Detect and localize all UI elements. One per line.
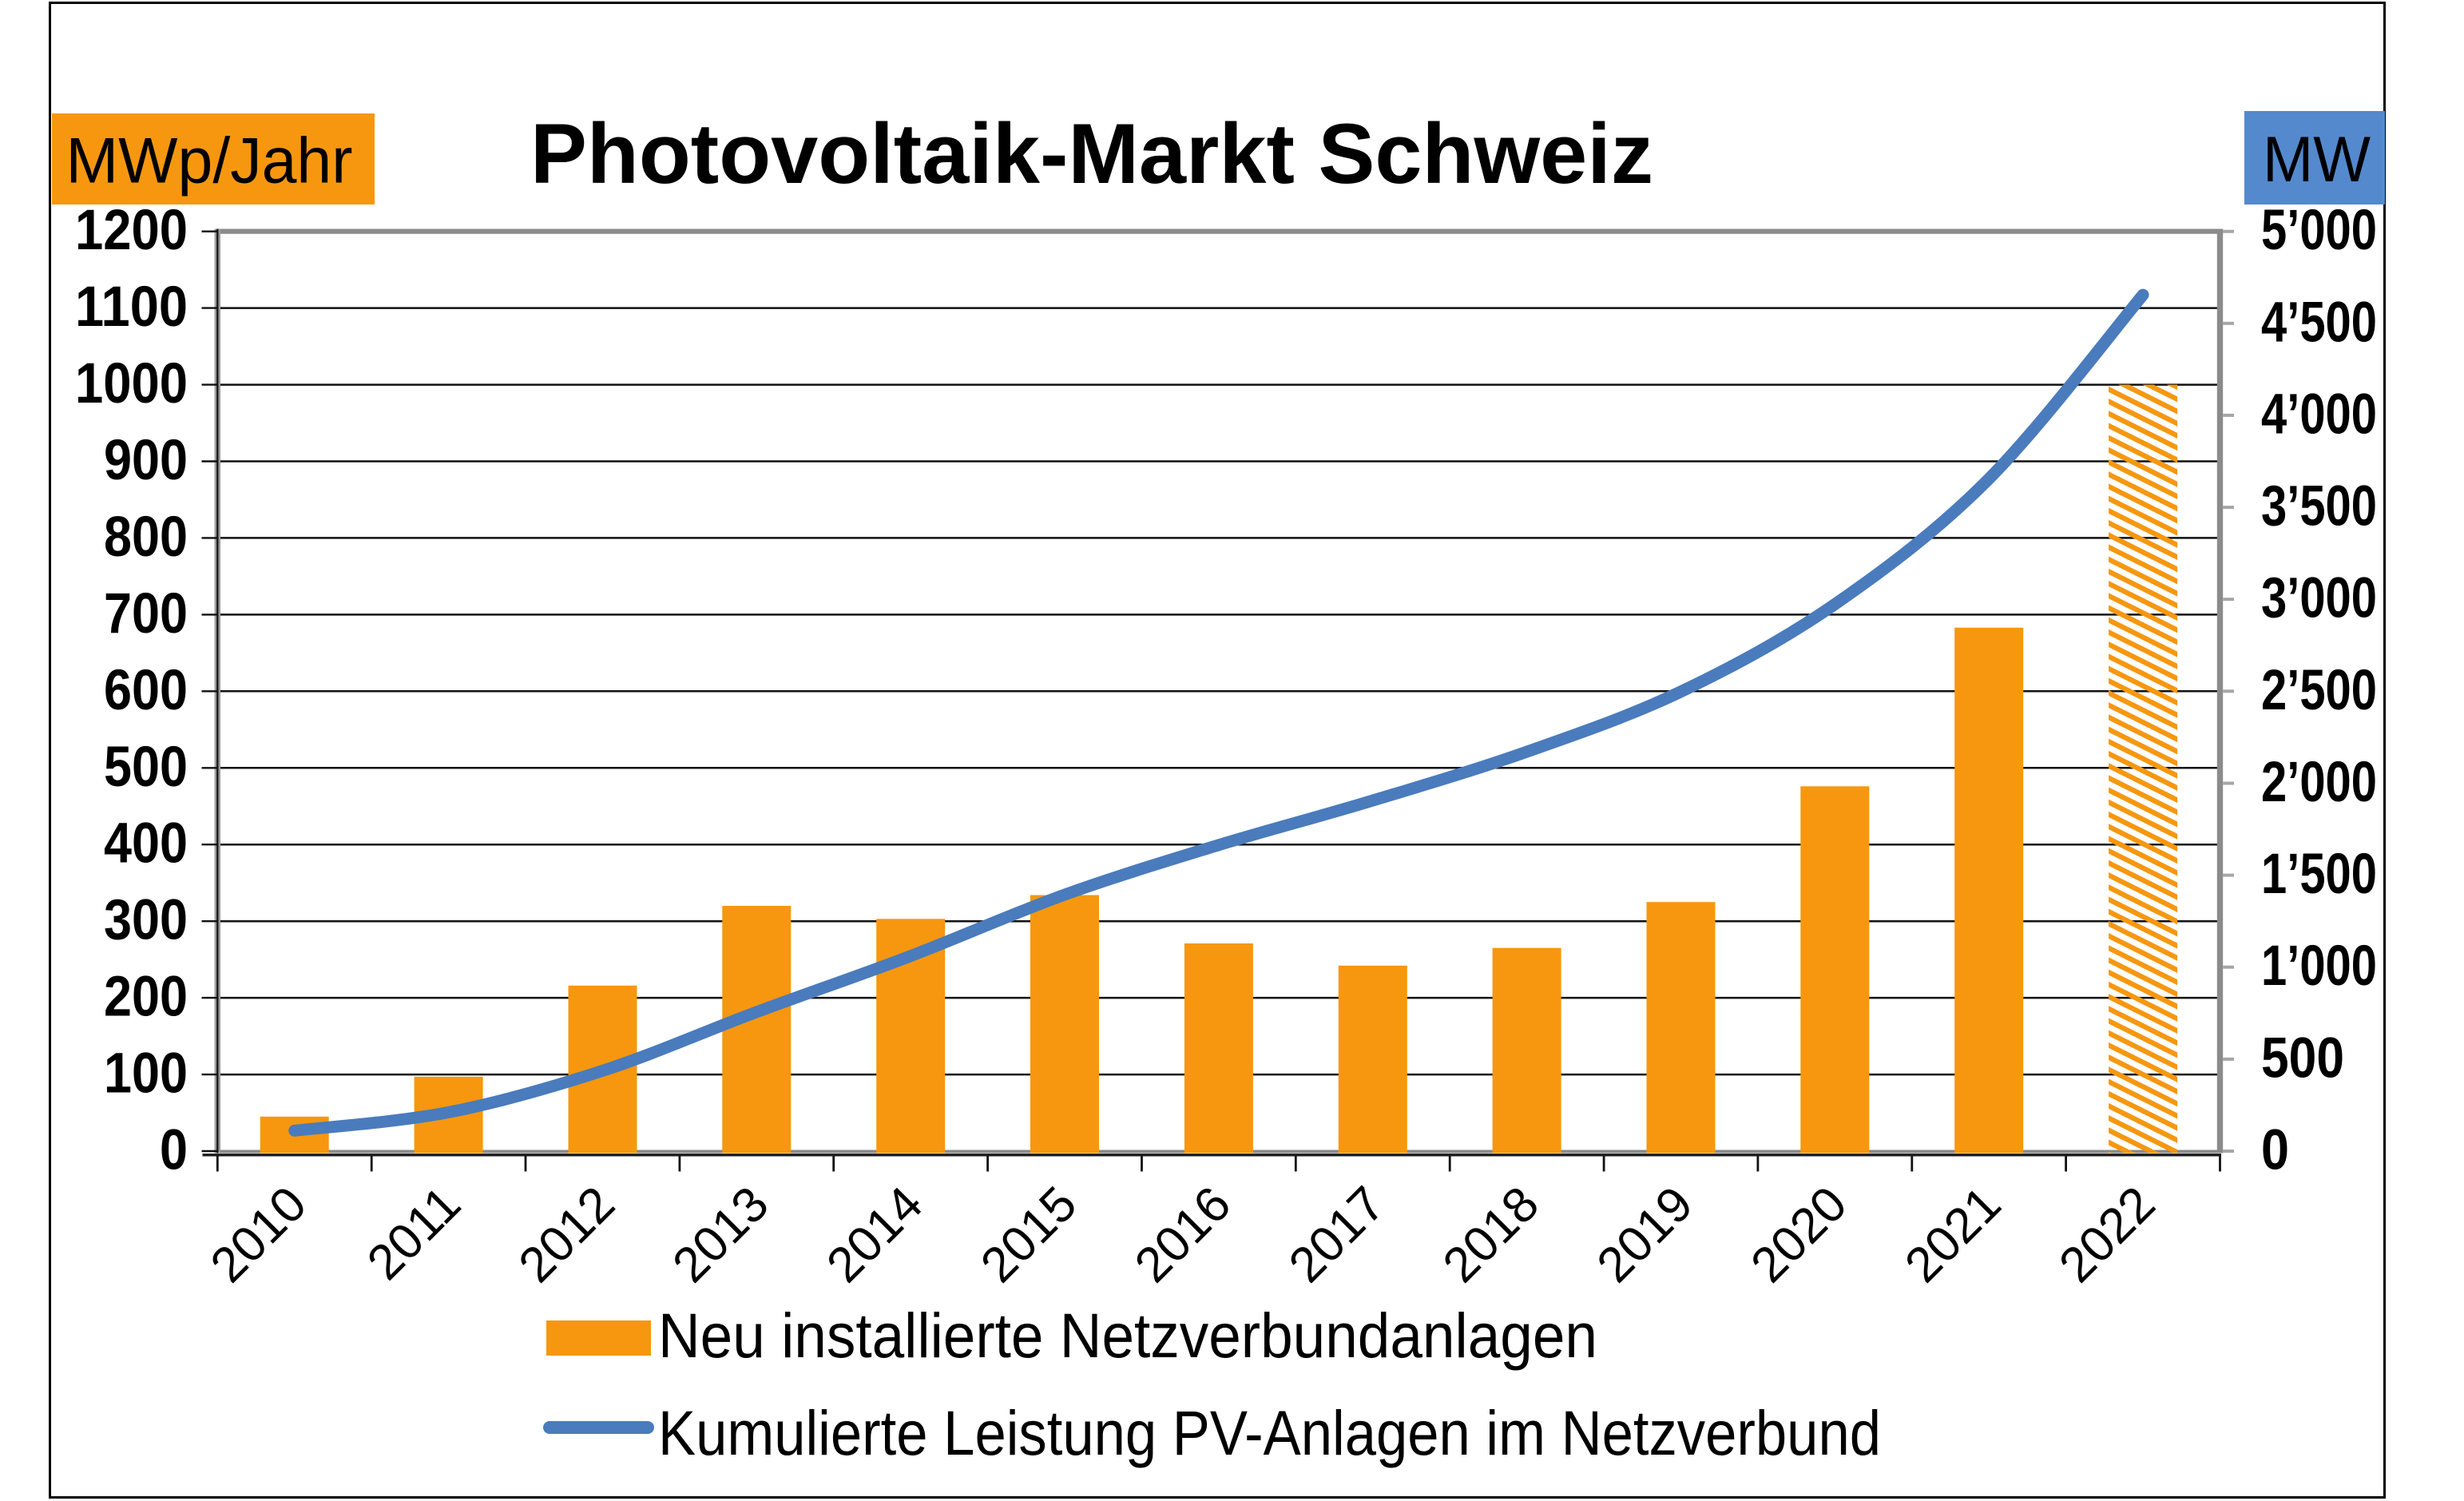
svg-text:200: 200 [104,966,188,1029]
svg-text:2’500: 2’500 [2261,659,2377,722]
svg-text:3’000: 3’000 [2261,567,2377,630]
svg-text:MW: MW [2263,124,2371,196]
svg-text:3’500: 3’500 [2261,475,2377,538]
svg-text:400: 400 [104,812,188,876]
svg-text:700: 700 [104,582,188,645]
svg-text:0: 0 [160,1119,188,1182]
svg-text:0: 0 [2261,1119,2289,1182]
svg-text:800: 800 [104,506,188,569]
svg-text:300: 300 [104,889,188,952]
svg-text:1000: 1000 [75,352,188,415]
svg-text:100: 100 [104,1042,188,1106]
svg-text:MWp/Jahr: MWp/Jahr [66,125,353,197]
svg-text:500: 500 [2261,1026,2344,1090]
svg-text:1’500: 1’500 [2261,843,2377,906]
svg-text:4’500: 4’500 [2261,291,2377,354]
svg-text:1100: 1100 [75,276,188,339]
svg-text:Neu installierte Netzverbundan: Neu installierte Netzverbundanlagen [658,1300,1597,1371]
svg-text:2’000: 2’000 [2261,751,2377,814]
svg-text:500: 500 [104,736,188,799]
svg-text:900: 900 [104,429,188,492]
svg-text:1200: 1200 [75,199,188,262]
svg-text:5’000: 5’000 [2261,199,2377,262]
svg-text:600: 600 [104,659,188,722]
svg-text:Kumulierte Leistung PV-Anlagen: Kumulierte Leistung PV-Anlagen im Netzve… [658,1397,1881,1468]
svg-text:1’000: 1’000 [2261,935,2377,998]
svg-text:4’000: 4’000 [2261,383,2377,446]
svg-text:Photovoltaik-Markt Schweiz: Photovoltaik-Markt Schweiz [530,105,1653,201]
